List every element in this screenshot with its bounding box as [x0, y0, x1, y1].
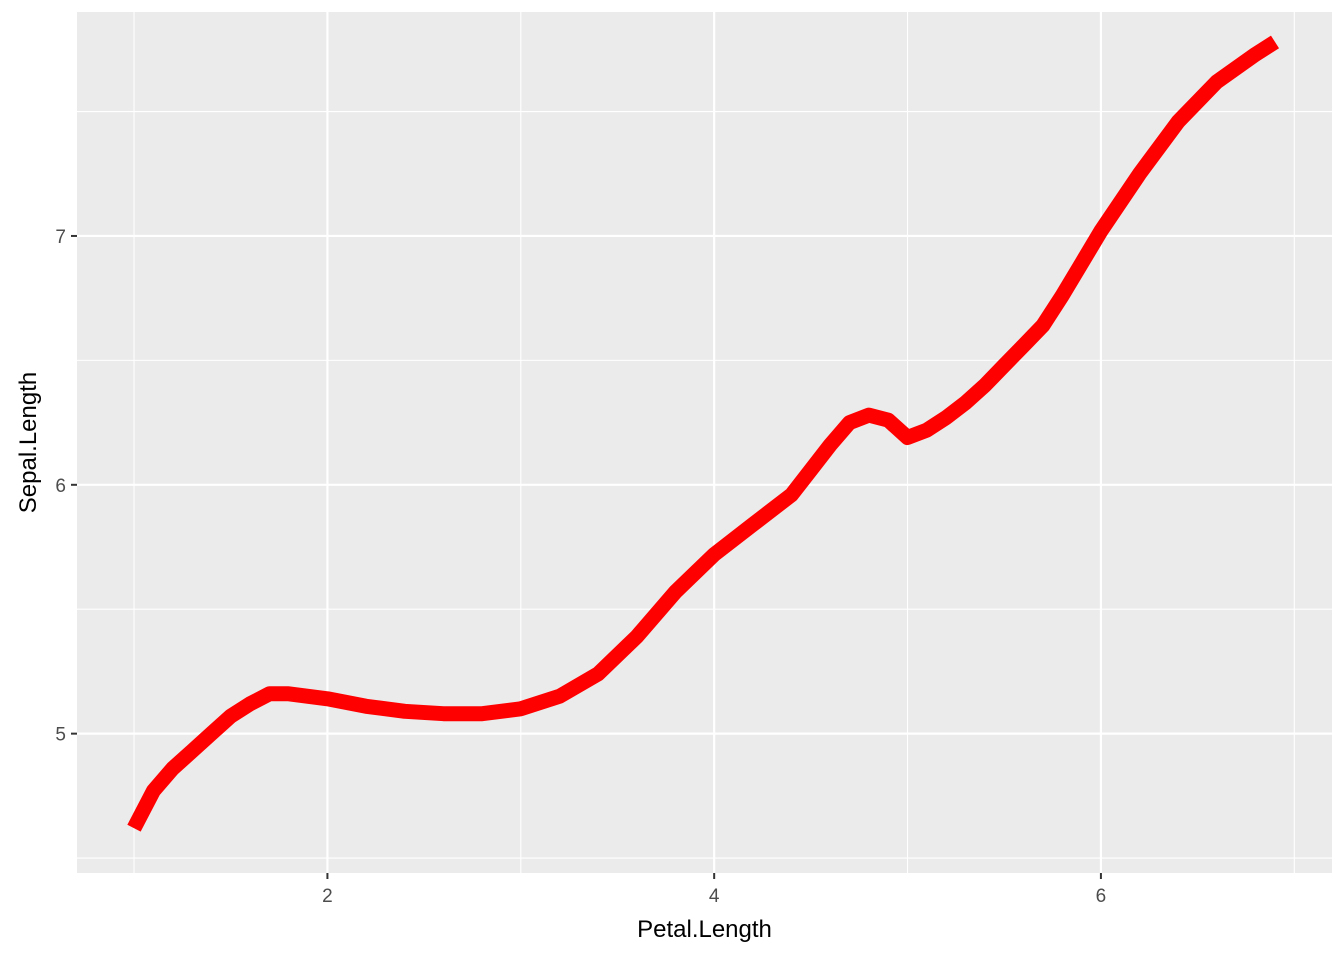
x-tick-label: 6 — [1096, 886, 1107, 907]
minor-gridlines — [77, 12, 1332, 873]
plot-panel — [77, 12, 1332, 873]
x-axis-title: Petal.Length — [637, 916, 772, 943]
y-tick-label: 7 — [55, 227, 66, 248]
major-gridlines — [77, 12, 1332, 873]
y-tick-label: 5 — [55, 725, 66, 746]
y-tick-label: 6 — [55, 476, 66, 497]
x-axis: 2 4 6 — [322, 873, 1106, 907]
series-line-0 — [127, 35, 1280, 832]
y-axis: 5 6 7 — [55, 227, 77, 746]
series-layer — [127, 35, 1280, 832]
x-tick-label: 4 — [709, 886, 720, 907]
x-tick-label: 2 — [322, 886, 333, 907]
y-axis-title: Sepal.Length — [15, 372, 42, 513]
